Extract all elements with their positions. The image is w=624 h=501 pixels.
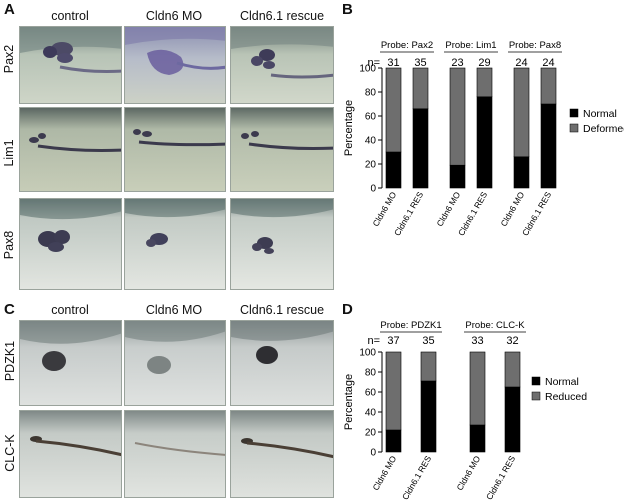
embryo-photo-pax8-control bbox=[19, 198, 122, 290]
embryo-photo-pax2-control bbox=[19, 26, 122, 104]
x-category-label: Cldn6 MO bbox=[370, 190, 398, 228]
y-tick-label: 20 bbox=[365, 160, 377, 171]
x-category-label: Cldn6.1 RES bbox=[400, 454, 433, 500]
embryo-photo-pdzk1-rescue bbox=[230, 320, 334, 406]
embryo-photo-lim1-control bbox=[19, 107, 122, 192]
n-prefix: n= bbox=[367, 335, 380, 347]
bar-segment-normal bbox=[385, 151, 402, 189]
row-label-clc-k: CLC-K bbox=[3, 434, 17, 472]
y-tick-label: 100 bbox=[359, 348, 376, 359]
n-value: 31 bbox=[387, 57, 399, 69]
embryo-photo-pax2-rescue bbox=[230, 26, 334, 104]
bar-segment-reduced bbox=[385, 351, 402, 431]
bar-segment-normal bbox=[420, 380, 437, 453]
embryo-photo-lim1-cldn6-mo bbox=[124, 107, 226, 192]
panel-label-b: B bbox=[342, 1, 353, 18]
embryo-photo-pax8-cldn6-mo bbox=[124, 198, 226, 290]
probe-label: Probe: PDZK1 bbox=[380, 320, 441, 331]
probe-label: Probe: CLC-K bbox=[465, 320, 525, 331]
y-tick-label: 40 bbox=[365, 408, 377, 419]
bar-segment-deformed bbox=[449, 67, 466, 166]
bar-segment-deformed bbox=[513, 67, 530, 158]
embryo-photo-lim1-rescue bbox=[230, 107, 334, 192]
y-axis-title: Percentage bbox=[343, 374, 355, 430]
n-value: 29 bbox=[478, 57, 490, 69]
y-tick-label: 0 bbox=[370, 184, 376, 195]
panel-label-c: C bbox=[4, 301, 15, 318]
x-category-label: Cldn6 MO bbox=[370, 454, 398, 492]
embryo-photo-clc-k-cldn6-mo bbox=[124, 410, 226, 498]
n-value: 24 bbox=[515, 57, 527, 69]
y-axis-title: Percentage bbox=[343, 100, 355, 156]
bar-segment-deformed bbox=[412, 67, 429, 110]
legend-swatch-deformed bbox=[569, 123, 579, 133]
y-tick-label: 20 bbox=[365, 428, 377, 439]
probe-label: Probe: Pax8 bbox=[509, 40, 561, 51]
legend-label-reduced: Reduced bbox=[545, 391, 587, 403]
legend-swatch-normal bbox=[569, 108, 579, 118]
row-label-pdzk1: PDZK1 bbox=[3, 340, 17, 382]
embryo-photo-pax8-rescue bbox=[230, 198, 334, 290]
embryo-photo-pdzk1-control bbox=[19, 320, 122, 406]
x-category-label: Cldn6 MO bbox=[454, 454, 482, 492]
row-label-lim1: Lim1 bbox=[2, 139, 16, 167]
column-header-control: control bbox=[51, 9, 89, 23]
embryo-photo-pdzk1-cldn6-mo bbox=[124, 320, 226, 406]
column-header-cldn6-1-rescue: Cldn6.1 rescue bbox=[239, 9, 325, 23]
column-header-cldn6-mo-c: Cldn6 MO bbox=[145, 303, 203, 317]
n-value: 33 bbox=[471, 335, 483, 347]
bar-segment-normal bbox=[540, 103, 557, 189]
row-label-pax2: Pax2 bbox=[2, 44, 16, 74]
n-value: 35 bbox=[414, 57, 426, 69]
legend-label-deformed: Deformed bbox=[583, 123, 624, 135]
y-tick-label: 40 bbox=[365, 136, 377, 147]
bar-segment-deformed bbox=[540, 67, 557, 105]
bar-segment-normal bbox=[469, 424, 486, 453]
bar-segment-deformed bbox=[476, 67, 493, 98]
bar-segment-normal bbox=[449, 164, 466, 189]
bar-segment-normal bbox=[385, 429, 402, 453]
bar-segment-normal bbox=[412, 108, 429, 189]
bar-segment-reduced bbox=[504, 351, 521, 388]
y-tick-label: 80 bbox=[365, 368, 377, 379]
n-value: 23 bbox=[451, 57, 463, 69]
legend-swatch-normal bbox=[531, 376, 541, 386]
legend-label-normal: Normal bbox=[545, 376, 579, 388]
probe-label: Probe: Pax2 bbox=[381, 40, 433, 51]
n-prefix: n= bbox=[367, 57, 380, 69]
probe-label: Probe: Lim1 bbox=[445, 40, 496, 51]
legend-label-normal: Normal bbox=[583, 108, 617, 120]
x-category-label: Cldn6.1 RES bbox=[484, 454, 517, 500]
bar-segment-deformed bbox=[385, 67, 402, 153]
n-value: 35 bbox=[422, 335, 434, 347]
row-label-pax8: Pax8 bbox=[2, 230, 16, 260]
column-header-cldn6-mo: Cldn6 MO bbox=[145, 9, 203, 23]
legend-swatch-reduced bbox=[531, 391, 541, 401]
x-category-label: Cldn6 MO bbox=[434, 190, 462, 228]
n-value: 37 bbox=[387, 335, 399, 347]
column-header-cldn6-1-rescue-c: Cldn6.1 rescue bbox=[239, 303, 325, 317]
embryo-photo-clc-k-control bbox=[19, 410, 122, 498]
y-tick-label: 0 bbox=[370, 448, 376, 459]
bar-segment-reduced bbox=[420, 351, 437, 382]
y-tick-label: 100 bbox=[359, 64, 376, 75]
column-header-control-c: control bbox=[51, 303, 89, 317]
n-value: 24 bbox=[542, 57, 554, 69]
bar-segment-normal bbox=[476, 96, 493, 189]
y-tick-label: 60 bbox=[365, 388, 377, 399]
bar-segment-reduced bbox=[469, 351, 486, 426]
bar-segment-normal bbox=[513, 156, 530, 189]
x-category-label: Cldn6 MO bbox=[498, 190, 526, 228]
embryo-photo-pax2-cldn6-mo bbox=[124, 26, 226, 104]
panel-label-a: A bbox=[4, 1, 15, 18]
n-value: 32 bbox=[506, 335, 518, 347]
embryo-photo-clc-k-rescue bbox=[230, 410, 334, 498]
bar-segment-normal bbox=[504, 386, 521, 453]
panel-label-d: D bbox=[342, 301, 353, 318]
y-tick-label: 60 bbox=[365, 112, 377, 123]
y-tick-label: 80 bbox=[365, 88, 377, 99]
